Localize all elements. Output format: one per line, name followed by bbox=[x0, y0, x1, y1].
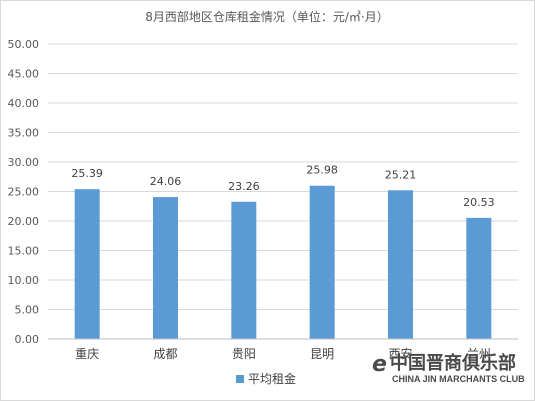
y-tick-label: 50.00 bbox=[8, 38, 40, 51]
y-tick-label: 15.00 bbox=[8, 245, 40, 258]
watermark-logo: e bbox=[372, 352, 387, 377]
bar bbox=[466, 217, 492, 339]
y-tick-label: 25.00 bbox=[8, 186, 40, 199]
chart-title: 8月西部地区仓库租金情况（单位：元/㎡·月） bbox=[145, 9, 389, 24]
bar bbox=[153, 197, 178, 339]
x-tick-label: 重庆 bbox=[75, 347, 99, 361]
y-tick-label: 0.00 bbox=[15, 333, 40, 346]
x-tick-label: 西安 bbox=[388, 346, 412, 361]
y-tick-label: 10.00 bbox=[8, 274, 40, 287]
data-label: 23.26 bbox=[228, 180, 260, 193]
data-label: 25.21 bbox=[385, 168, 417, 181]
bar bbox=[74, 189, 100, 339]
y-axis: 0.00 5.00 10.00 15.00 20.00 25.00 30.00 35.00 40… bbox=[8, 38, 40, 346]
bars bbox=[74, 185, 492, 339]
y-tick-label: 45.00 bbox=[8, 68, 40, 81]
y-tick-label: 5.00 bbox=[15, 304, 40, 317]
y-tick-label: 30.00 bbox=[8, 156, 40, 169]
legend-swatch bbox=[236, 375, 244, 383]
x-tick-label: 兰州 bbox=[467, 347, 491, 361]
data-label: 25.39 bbox=[71, 167, 103, 180]
data-labels: 25.39 24.06 23.26 25.98 25.21 20.53 bbox=[71, 164, 494, 209]
data-label: 24.06 bbox=[150, 175, 182, 188]
x-tick-label: 成都 bbox=[153, 347, 177, 361]
watermark-english: CHINA JIN MARCHANTS CLUB bbox=[392, 374, 525, 384]
legend-label: 平均租金 bbox=[248, 371, 296, 386]
y-tick-label: 40.00 bbox=[8, 97, 40, 110]
data-label: 20.53 bbox=[463, 196, 495, 209]
x-axis: 重庆 成都 贵阳 昆明 西安 兰州 bbox=[48, 338, 518, 361]
watermark-chinese: 中国晋商俱乐部 bbox=[390, 352, 516, 374]
x-tick-label: 昆明 bbox=[310, 347, 334, 361]
y-tick-label: 35.00 bbox=[8, 127, 40, 140]
data-label: 25.98 bbox=[306, 164, 338, 177]
watermark: e 中国晋商俱乐部 CHINA JIN MARCHANTS CLUB bbox=[372, 352, 525, 384]
bar bbox=[388, 190, 413, 339]
bar bbox=[309, 185, 335, 339]
x-tick-label: 贵阳 bbox=[232, 347, 256, 361]
y-tick-label: 20.00 bbox=[8, 215, 40, 228]
legend: 平均租金 bbox=[236, 371, 296, 386]
gridlines bbox=[48, 43, 518, 340]
bar bbox=[231, 201, 257, 339]
